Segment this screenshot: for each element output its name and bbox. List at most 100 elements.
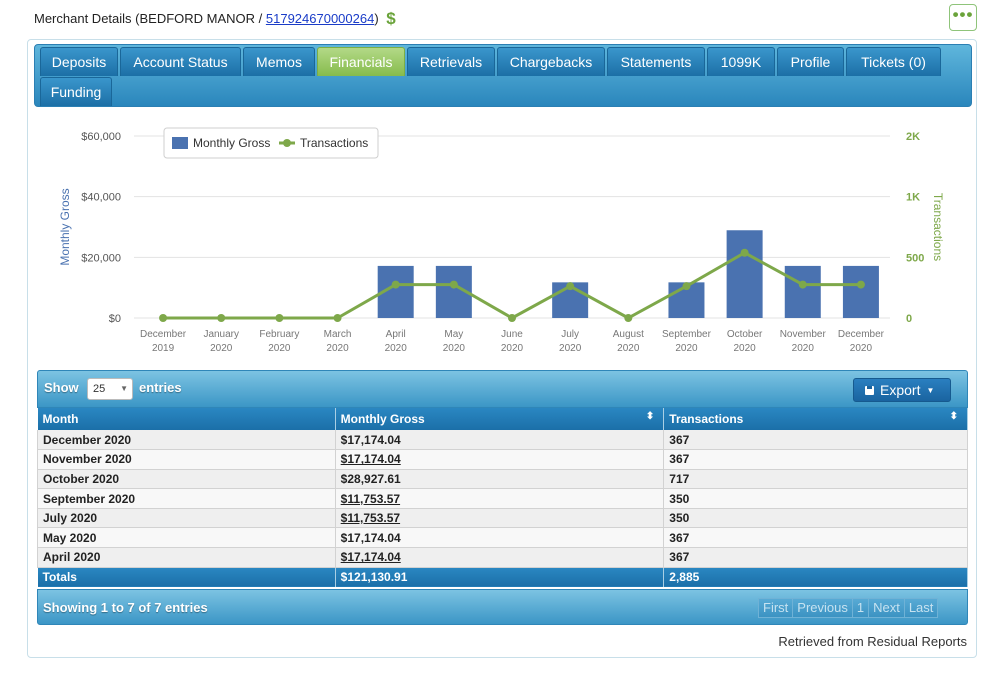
cell-monthly-gross[interactable]: $17,174.04 (334, 449, 665, 470)
more-options-button[interactable]: ••• (949, 4, 977, 31)
cell-monthly-gross: $17,174.04 (334, 527, 665, 549)
tab-tickets[interactable]: Tickets (0) (846, 47, 941, 76)
x-tick-label: February (259, 329, 299, 340)
cell-monthly-gross[interactable]: $11,753.57 (334, 508, 665, 529)
x-tick-label: September (662, 329, 712, 340)
cell-transactions: 717 (663, 469, 968, 490)
tab-memos[interactable]: Memos (243, 47, 315, 76)
entries-label: entries (139, 380, 182, 395)
column-header-transactions[interactable]: Transactions ⬍ (663, 408, 968, 430)
x-tick-label: 2020 (850, 343, 873, 354)
sort-icon: ⬍ (949, 411, 958, 422)
caret-down-icon: ▼ (926, 386, 935, 395)
column-header-monthly-gross[interactable]: Monthly Gross ⬍ (335, 408, 665, 430)
tab-financials[interactable]: Financials (317, 47, 405, 76)
x-tick-label: 2020 (326, 343, 349, 354)
pager-first[interactable]: First (758, 598, 794, 618)
y2-tick-label: 2K (906, 131, 920, 143)
x-tick-label: 2020 (559, 343, 582, 354)
table-toolbar: Show 25 ▼ entries Export ▼ (37, 370, 968, 408)
totals-gross: $121,130.91 (335, 567, 665, 588)
x-tick-label: 2020 (210, 343, 233, 354)
x-tick-label: April (386, 329, 406, 340)
tab-1099k[interactable]: 1099K (707, 47, 775, 76)
x-tick-label: 2020 (792, 343, 815, 354)
pager-previous[interactable]: Previous (792, 598, 853, 618)
legend-swatch-monthly-gross (172, 137, 188, 149)
x-tick-label: 2020 (617, 343, 640, 354)
line-point (275, 314, 284, 322)
x-tick-label: December (140, 329, 187, 340)
cell-monthly-gross: $28,927.61 (334, 469, 665, 490)
tab-funding[interactable]: Funding (40, 77, 112, 106)
line-point (740, 248, 749, 257)
y-tick-label: $20,000 (81, 252, 121, 264)
pager-next[interactable]: Next (868, 598, 905, 618)
cell-monthly-gross[interactable]: $11,753.57 (334, 488, 665, 509)
line-point (508, 314, 516, 322)
tab-deposits[interactable]: Deposits (40, 47, 118, 76)
x-tick-label: October (727, 329, 763, 340)
sort-icon: ⬍ (645, 411, 655, 422)
cell-transactions: 367 (663, 430, 968, 451)
y2-tick-label: 1K (906, 192, 920, 204)
monthly-gross-value[interactable]: $11,753.57 (340, 511, 401, 526)
cell-month: April 2020 (37, 547, 336, 568)
line-point (449, 280, 458, 289)
legend-label-monthly-gross: Monthly Gross (193, 136, 270, 150)
totals-transactions: 2,885 (663, 567, 968, 588)
totals-row: Totals $121,130.91 2,885 (37, 567, 968, 588)
title-suffix: ) (374, 11, 379, 26)
table-row: October 2020 $28,927.61 717 (37, 469, 968, 490)
column-header-month[interactable]: Month (37, 408, 336, 430)
save-icon (865, 386, 874, 395)
line-point (391, 280, 400, 289)
export-button[interactable]: Export ▼ (853, 378, 951, 402)
tab-profile[interactable]: Profile (777, 47, 844, 76)
pager-last[interactable]: Last (903, 598, 939, 618)
retrieved-note: Retrieved from Residual Reports (778, 634, 967, 649)
x-tick-label: 2020 (443, 343, 466, 354)
x-tick-label: 2020 (268, 343, 291, 354)
x-tick-label: December (838, 329, 885, 340)
bar (842, 265, 879, 318)
cell-monthly-gross[interactable]: $17,174.04 (334, 547, 665, 568)
cell-month: May 2020 (37, 527, 336, 549)
tab-retrievals[interactable]: Retrievals (407, 47, 495, 76)
x-tick-label: 2020 (675, 343, 698, 354)
cell-month: November 2020 (37, 449, 336, 470)
x-tick-label: August (613, 329, 644, 340)
cell-transactions: 350 (663, 488, 968, 509)
tab-chargebacks[interactable]: Chargebacks (497, 47, 605, 76)
line-point (682, 282, 691, 291)
bar (784, 265, 821, 318)
chart-svg: $0 $20,000 $40,000 $60,000 0 500 1K 2K Monthly G… (58, 127, 945, 354)
dollar-icon[interactable]: $ (386, 9, 396, 28)
page-length-value: 25 (93, 383, 106, 395)
table-info: Showing 1 to 7 of 7 entries (43, 600, 208, 615)
totals-label: Totals (37, 567, 336, 588)
legend-marker-transactions (283, 139, 291, 147)
table-row: September 2020 $11,753.57 350 (37, 488, 968, 509)
legend-label-transactions: Transactions (300, 136, 368, 150)
page-length-select[interactable]: 25 ▼ (87, 378, 133, 400)
cell-transactions: 350 (663, 508, 968, 529)
x-tick-label: 2020 (501, 343, 524, 354)
y-tick-label: $60,000 (81, 131, 121, 143)
x-tick-label: July (561, 329, 579, 340)
pager-page-1[interactable]: 1 (851, 598, 870, 618)
tab-account-status[interactable]: Account Status (120, 47, 241, 76)
monthly-gross-value[interactable]: $17,174.04 (340, 452, 401, 467)
monthly-gross-value[interactable]: $11,753.57 (340, 491, 401, 506)
cell-month: October 2020 (37, 469, 336, 490)
x-tick-label: January (203, 329, 239, 340)
x-tick-label: June (501, 329, 523, 340)
merchant-id-link[interactable]: 517924670000264 (265, 11, 375, 26)
cell-transactions: 367 (663, 527, 968, 549)
page-title: Merchant Details (BEDFORD MANOR / 517924… (34, 9, 396, 29)
monthly-gross-value[interactable]: $17,174.04 (340, 550, 401, 565)
tab-statements[interactable]: Statements (607, 47, 705, 76)
x-tick-label: March (324, 329, 352, 340)
tab-bar: Deposits Account Status Memos Financials… (34, 44, 972, 107)
line-point (217, 314, 226, 322)
